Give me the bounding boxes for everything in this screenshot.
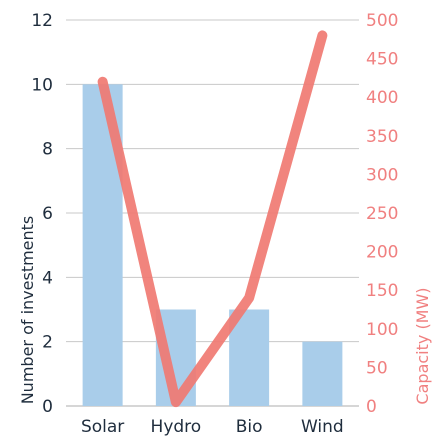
y-tick-label-left: 8 bbox=[42, 140, 53, 160]
y-axis-right-title: Capacity (MW) bbox=[413, 287, 432, 404]
y-tick-label-right: 500 bbox=[366, 11, 398, 31]
x-tick-label: Wind bbox=[301, 417, 344, 436]
y-tick-label-right: 150 bbox=[366, 281, 398, 301]
y-tick-label-right: 250 bbox=[366, 204, 398, 224]
y-tick-label-right: 100 bbox=[366, 320, 398, 340]
x-axis-ticks: Solar Hydro Bio Wind bbox=[81, 417, 344, 436]
y-tick-label-right: 0 bbox=[366, 397, 377, 417]
x-tick-label: Bio bbox=[236, 417, 263, 436]
y-tick-label-right: 350 bbox=[366, 127, 398, 147]
left-axis-ticks: 0 2 4 6 8 10 12 bbox=[31, 11, 53, 417]
y-tick-label-right: 200 bbox=[366, 243, 398, 263]
x-tick-label: Hydro bbox=[151, 417, 202, 436]
y-tick-label-left: 12 bbox=[31, 11, 53, 31]
y-axis-left-title: Number of investments bbox=[18, 216, 37, 405]
x-tick-label: Solar bbox=[81, 417, 124, 436]
capacity-line bbox=[97, 30, 328, 408]
y-tick-label-right: 50 bbox=[366, 358, 388, 378]
y-tick-label-right: 400 bbox=[366, 88, 398, 108]
line-series bbox=[97, 30, 328, 408]
bar bbox=[302, 341, 343, 406]
right-axis-ticks: 0 50 100 150 200 250 300 350 400 450 500 bbox=[366, 11, 398, 417]
y-tick-label-left: 2 bbox=[42, 333, 53, 353]
y-tick-label-left: 6 bbox=[42, 204, 53, 224]
y-tick-label-left: 10 bbox=[31, 75, 53, 95]
y-tick-label-left: 4 bbox=[42, 268, 53, 288]
y-tick-label-left: 0 bbox=[42, 397, 53, 417]
y-tick-label-right: 450 bbox=[366, 50, 398, 70]
y-tick-label-right: 300 bbox=[366, 165, 398, 185]
